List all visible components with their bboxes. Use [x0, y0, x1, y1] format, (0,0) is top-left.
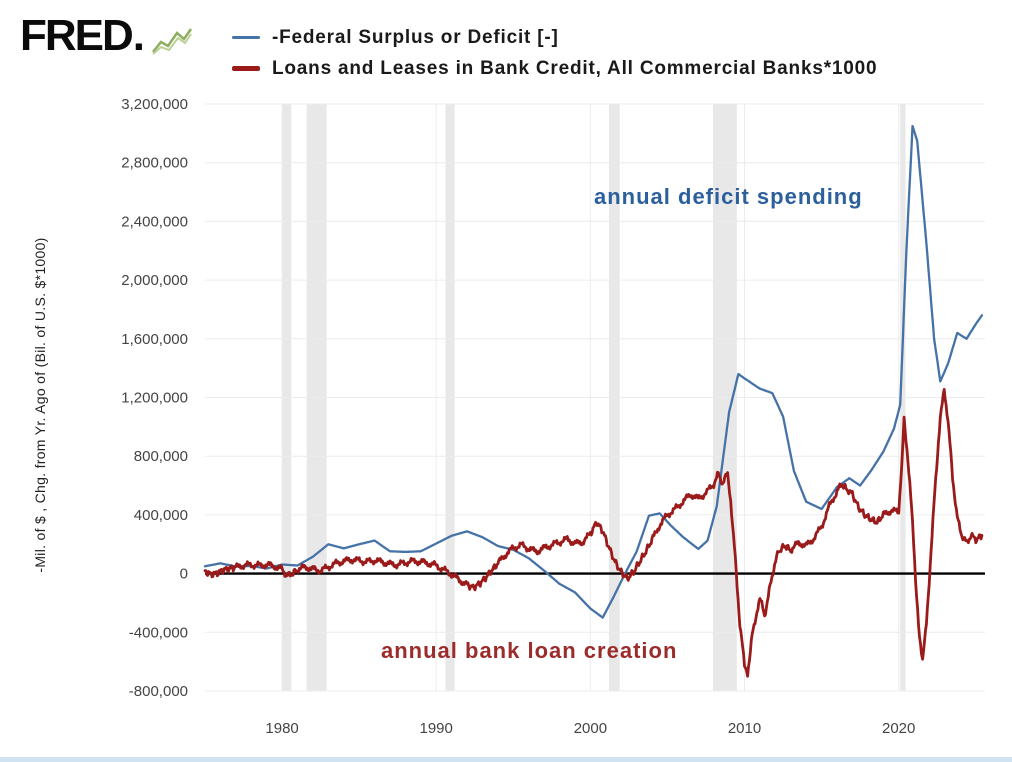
x-tick-label: 2000	[574, 720, 607, 737]
y-tick-label: 800,000	[134, 448, 188, 465]
x-tick-label: 2020	[882, 720, 915, 737]
legend-item-loans: Loans and Leases in Bank Credit, All Com…	[232, 53, 877, 84]
y-tick-label: 2,800,000	[121, 155, 188, 172]
fred-logo: FRED .	[20, 14, 193, 58]
loans-line-swatch	[232, 66, 260, 71]
chart-legend: -Federal Surplus or Deficit [-] Loans an…	[232, 22, 877, 84]
y-tick-label: 1,600,000	[121, 331, 188, 348]
y-tick-label: 3,200,000	[121, 96, 188, 113]
y-tick-label: 400,000	[134, 507, 188, 524]
fred-logo-text: FRED	[20, 11, 134, 60]
x-tick-label: 2010	[728, 720, 761, 737]
legend-item-deficit: -Federal Surplus or Deficit [-]	[232, 22, 877, 53]
y-tick-label: -800,000	[129, 683, 188, 700]
legend-label-loans: Loans and Leases in Bank Credit, All Com…	[272, 57, 878, 79]
bottom-edge-strip	[0, 757, 1012, 762]
fred-logo-dot: .	[132, 11, 146, 60]
y-tick-label: 1,200,000	[121, 390, 188, 407]
legend-label-deficit: -Federal Surplus or Deficit [-]	[272, 26, 559, 48]
annotation-deficit-spending: annual deficit spending	[594, 184, 863, 209]
series-line-deficit	[203, 124, 984, 619]
deficit-line-swatch	[232, 36, 260, 39]
series-line-loans	[203, 388, 984, 678]
fred-sparkline-icon	[152, 28, 193, 55]
annotation-bank-loan-creation: annual bank loan creation	[381, 638, 678, 663]
y-tick-label: -400,000	[129, 624, 188, 641]
x-tick-label: 1990	[420, 720, 453, 737]
y-tick-label: 0	[180, 566, 188, 583]
y-tick-label: 2,000,000	[121, 272, 188, 289]
x-tick-label: 1980	[265, 720, 298, 737]
y-tick-label: 2,400,000	[121, 213, 188, 230]
